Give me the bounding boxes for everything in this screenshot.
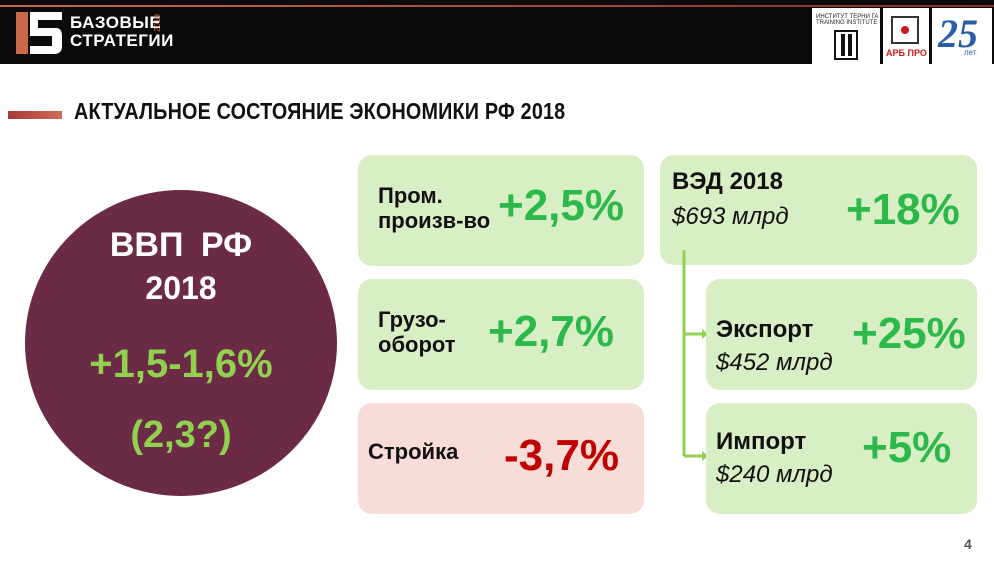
header-bar: БАЗОВЫЕ СТРАТЕГИИ 2019 ИНСТИТУТ ТЕРНИ ГА…	[0, 0, 994, 64]
card-freight: Грузо- оборот +2,7%	[358, 279, 644, 390]
card-import-value: +5%	[862, 423, 952, 472]
title-accent-bar	[8, 111, 62, 119]
card-industry-label: Пром. произв-во	[378, 183, 490, 233]
card-export-value: +25%	[852, 309, 966, 358]
logo-text: БАЗОВЫЕ СТРАТЕГИИ	[70, 14, 174, 50]
partner-logo-arb: АРБ ПРО	[883, 8, 929, 64]
card-freight-label: Грузо- оборот	[378, 307, 456, 357]
trade-connector	[682, 250, 708, 461]
gdp-circle: ВВП РФ 2018 +1,5-1,6% (2,3?)	[25, 190, 337, 496]
card-foreign-trade-label: ВЭД 2018	[672, 168, 783, 195]
card-freight-value: +2,7%	[488, 307, 614, 356]
partner-logo-institute: ИНСТИТУТ ТЕРНИ ГА TRAINING INSTITUTE	[812, 8, 880, 64]
card-export-label: Экспорт	[716, 316, 814, 343]
header-accent-line	[0, 5, 994, 7]
arb-dot-icon	[901, 26, 909, 34]
card-industry-label-line2: произв-во	[378, 208, 491, 233]
logo-year: 2019	[153, 14, 162, 32]
card-export: Экспорт $452 млрд +25%	[706, 279, 977, 390]
gdp-label: ВВП РФ	[109, 226, 253, 264]
card-import-amount: $240 млрд	[716, 461, 833, 488]
anniversary-number: 25	[938, 11, 978, 56]
card-industry: Пром. произв-во +2,5%	[358, 155, 644, 266]
card-import-label: Импорт	[716, 428, 807, 455]
gdp-year: 2018	[145, 270, 217, 306]
gdp-note: (2,3?)	[130, 414, 232, 456]
anniversary-unit: лет	[964, 48, 977, 57]
partner-arb-label: АРБ ПРО	[886, 48, 927, 58]
card-foreign-trade-value: +18%	[846, 185, 960, 234]
card-construction-value: -3,7%	[504, 431, 619, 480]
arb-square-icon	[891, 16, 919, 44]
partner-logo-anniversary: 25 лет	[932, 8, 992, 64]
card-freight-label-line2: оборот	[378, 332, 456, 357]
logo-line1: БАЗОВЫЕ	[70, 13, 162, 32]
gdp-value: +1,5-1,6%	[89, 342, 273, 386]
card-construction: Стройка -3,7%	[358, 403, 644, 514]
card-foreign-trade: ВЭД 2018 $693 млрд +18%	[660, 155, 977, 265]
card-import: Импорт $240 млрд +5%	[706, 403, 977, 514]
logo-line2: СТРАТЕГИИ	[70, 31, 174, 50]
page-title: АКТУАЛЬНОЕ СОСТОЯНИЕ ЭКОНОМИКИ РФ 2018	[74, 98, 566, 124]
page-number: 4	[964, 536, 972, 552]
card-industry-label-line1: Пром.	[378, 183, 443, 208]
card-export-amount: $452 млрд	[716, 349, 833, 376]
card-construction-label: Стройка	[368, 439, 459, 464]
institute-mark-icon	[834, 30, 858, 60]
basovye-strategii-logo-icon	[16, 12, 62, 54]
card-industry-value: +2,5%	[498, 181, 624, 230]
partner-institute-text: ИНСТИТУТ ТЕРНИ ГА TRAINING INSTITUTE	[816, 14, 879, 26]
card-foreign-trade-amount: $693 млрд	[672, 203, 789, 230]
card-freight-label-line1: Грузо-	[378, 307, 446, 332]
